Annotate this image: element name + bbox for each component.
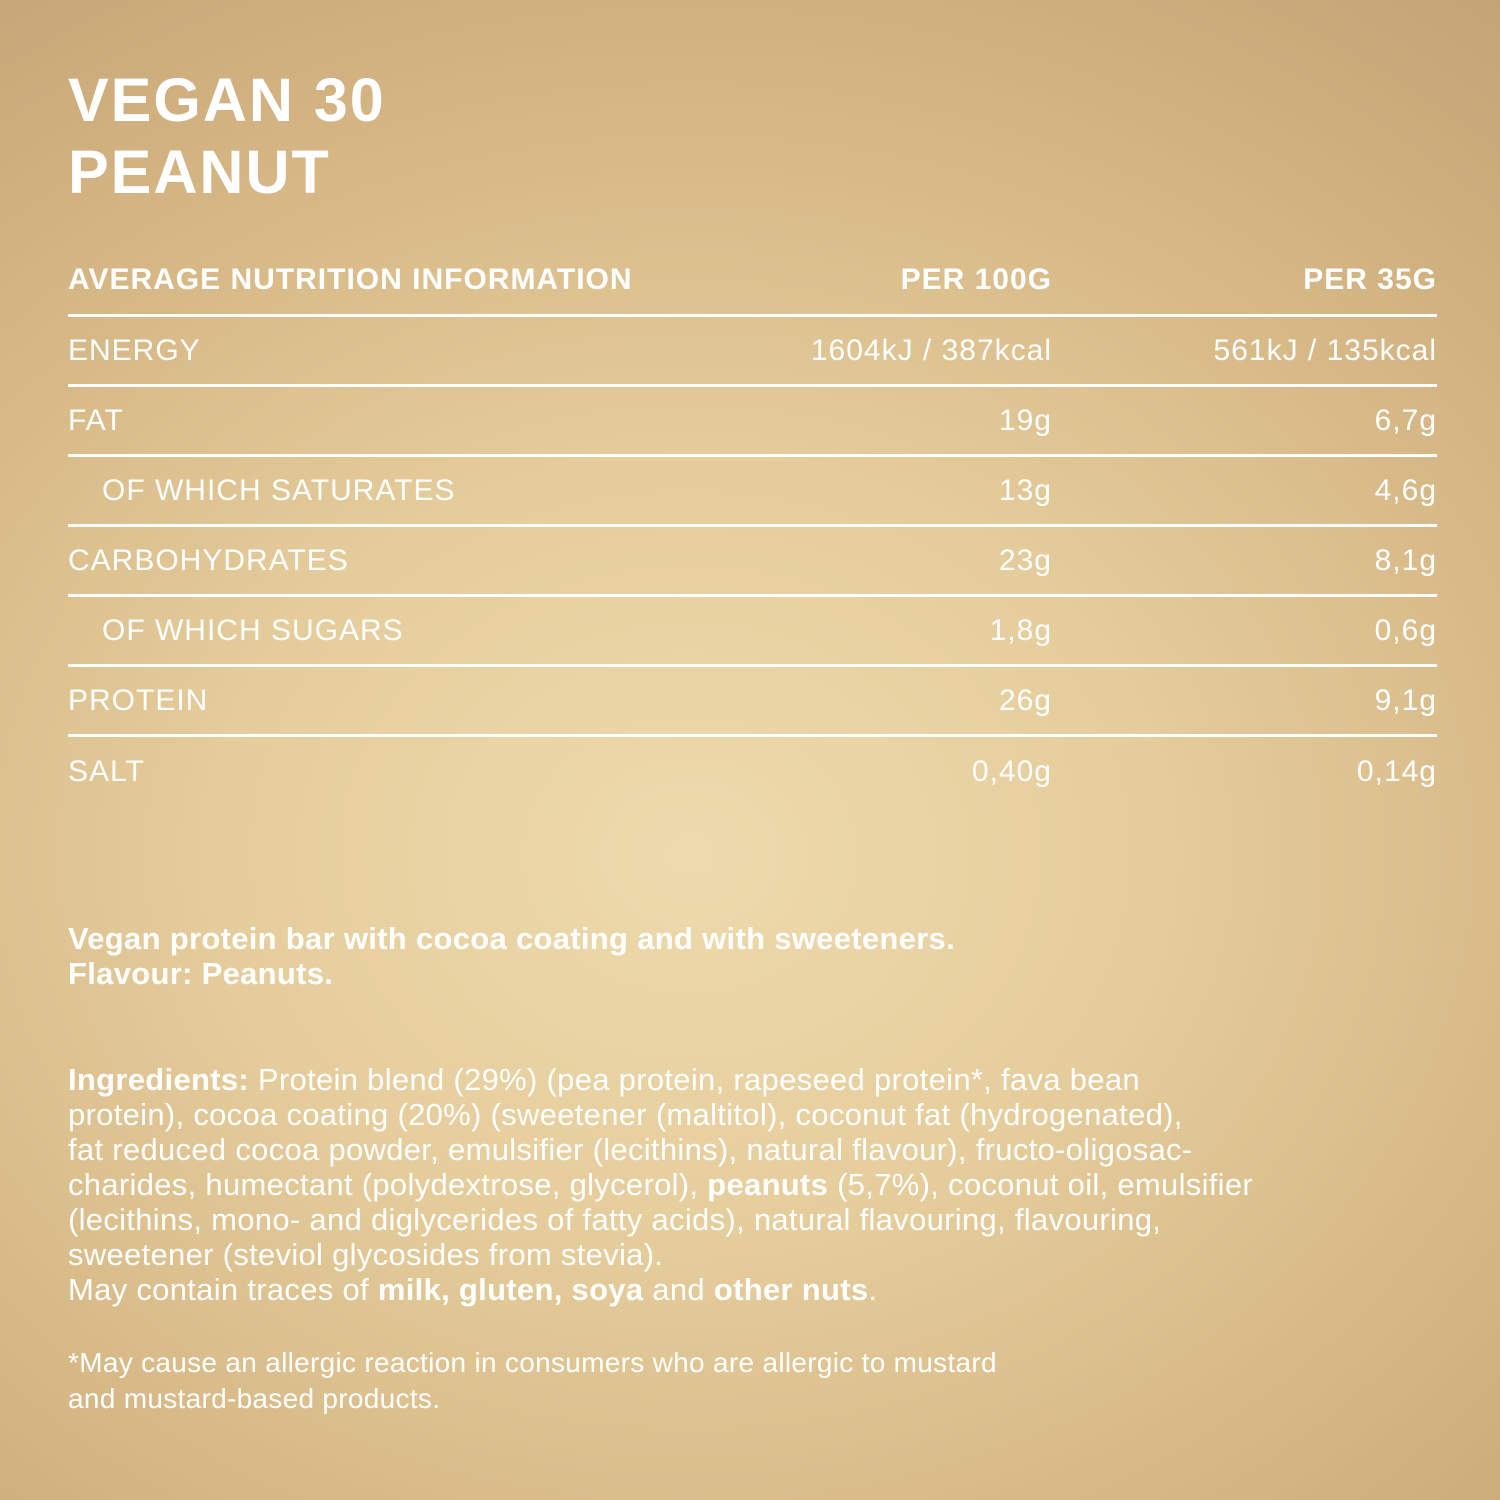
description-line-1: Vegan protein bar with cocoa coating and… bbox=[68, 921, 956, 956]
row-per35g-value: 9,1g bbox=[1374, 683, 1437, 717]
table-header-per35g: PER 35G bbox=[1303, 263, 1437, 296]
ingredients-heading: Ingredients: bbox=[68, 1062, 258, 1097]
row-per35g-value: 0,6g bbox=[1374, 613, 1437, 647]
table-header-per100g: PER 100G bbox=[900, 263, 1052, 296]
ingredients-text: May contain traces of bbox=[68, 1272, 378, 1307]
product-title-line-2: PEANUT bbox=[68, 138, 331, 206]
ingredients-line: Ingredients: Protein blend (29%) (pea pr… bbox=[68, 1062, 1253, 1097]
row-label: ENERGY bbox=[68, 333, 201, 367]
row-label: SALT bbox=[68, 755, 145, 788]
table-row-salt: SALT 0,40g 0,14g bbox=[68, 737, 1437, 807]
ingredients-text: and bbox=[643, 1272, 714, 1307]
row-per35g-value: 561kJ / 135kcal bbox=[1213, 333, 1437, 367]
row-label: PROTEIN bbox=[68, 683, 209, 717]
row-per100g-value: 23g bbox=[998, 543, 1052, 577]
table-row-saturates: OF WHICH SATURATES 13g 4,6g bbox=[68, 457, 1437, 527]
table-row-energy: ENERGY 1604kJ / 387kcal 561kJ / 135kcal bbox=[68, 317, 1437, 387]
nutrition-table: AVERAGE NUTRITION INFORMATION PER 100G P… bbox=[68, 262, 1437, 807]
row-per100g-value: 19g bbox=[998, 403, 1052, 437]
ingredients-text: (lecithins, mono- and diglycerides of fa… bbox=[68, 1202, 1162, 1237]
ingredients-text: charides, humectant (polydextrose, glyce… bbox=[68, 1167, 708, 1202]
ingredients-text: fat reduced cocoa powder, emulsifier (le… bbox=[68, 1132, 1193, 1167]
footnote-line-2: and mustard-based products. bbox=[68, 1383, 441, 1414]
description-line-2: Flavour: Peanuts. bbox=[68, 956, 334, 991]
ingredients-text: . bbox=[868, 1272, 878, 1307]
table-header-row: AVERAGE NUTRITION INFORMATION PER 100G P… bbox=[68, 262, 1437, 317]
row-per100g-value: 1,8g bbox=[989, 613, 1052, 647]
row-per35g-value: 0,14g bbox=[1356, 755, 1437, 788]
product-title-line-1: VEGAN 30 bbox=[68, 66, 386, 134]
table-header-label: AVERAGE NUTRITION INFORMATION bbox=[68, 263, 633, 296]
product-description: Vegan protein bar with cocoa coating and… bbox=[68, 921, 955, 991]
ingredients-text: sweetener (steviol glycosides from stevi… bbox=[68, 1237, 664, 1272]
row-per35g-value: 4,6g bbox=[1374, 473, 1437, 507]
ingredients-line: charides, humectant (polydextrose, glyce… bbox=[68, 1167, 1253, 1202]
ingredients-allergen-other-nuts: other nuts bbox=[713, 1272, 869, 1307]
row-per100g-value: 26g bbox=[998, 683, 1052, 717]
allergen-footnote: *May cause an allergic reaction in consu… bbox=[68, 1345, 997, 1417]
ingredients-paragraph: Ingredients: Protein blend (29%) (pea pr… bbox=[68, 1062, 1253, 1307]
product-title: VEGAN 30 PEANUT bbox=[68, 64, 386, 208]
footnote-line-1: *May cause an allergic reaction in consu… bbox=[68, 1347, 997, 1378]
ingredients-line: protein), cocoa coating (20%) (sweetener… bbox=[68, 1097, 1253, 1132]
table-row-sugars: OF WHICH SUGARS 1,8g 0,6g bbox=[68, 597, 1437, 667]
row-per100g-value: 1604kJ / 387kcal bbox=[810, 333, 1052, 367]
ingredients-text: (5,7%), coconut oil, emulsifier bbox=[828, 1167, 1254, 1202]
row-per35g-value: 6,7g bbox=[1374, 403, 1437, 437]
table-row-protein: PROTEIN 26g 9,1g bbox=[68, 667, 1437, 737]
ingredients-line: May contain traces of milk, gluten, soya… bbox=[68, 1272, 1253, 1307]
table-row-carbohydrates: CARBOHYDRATES 23g 8,1g bbox=[68, 527, 1437, 597]
row-label: FAT bbox=[68, 403, 124, 437]
row-per100g-value: 13g bbox=[998, 473, 1052, 507]
ingredients-line: fat reduced cocoa powder, emulsifier (le… bbox=[68, 1132, 1253, 1167]
row-label: OF WHICH SATURATES bbox=[102, 473, 456, 507]
row-per35g-value: 8,1g bbox=[1374, 543, 1437, 577]
ingredients-text: protein), cocoa coating (20%) (sweetener… bbox=[68, 1097, 1183, 1132]
ingredients-allergen-traces: milk, gluten, soya bbox=[377, 1272, 644, 1307]
row-per100g-value: 0,40g bbox=[971, 755, 1052, 788]
ingredients-allergen-peanuts: peanuts bbox=[707, 1167, 829, 1202]
ingredients-line: (lecithins, mono- and diglycerides of fa… bbox=[68, 1202, 1253, 1237]
table-row-fat: FAT 19g 6,7g bbox=[68, 387, 1437, 457]
row-label: CARBOHYDRATES bbox=[68, 543, 349, 577]
ingredients-line: sweetener (steviol glycosides from stevi… bbox=[68, 1237, 1253, 1272]
ingredients-text: Protein blend (29%) (pea protein, rapese… bbox=[257, 1062, 1140, 1097]
row-label: OF WHICH SUGARS bbox=[102, 613, 404, 647]
